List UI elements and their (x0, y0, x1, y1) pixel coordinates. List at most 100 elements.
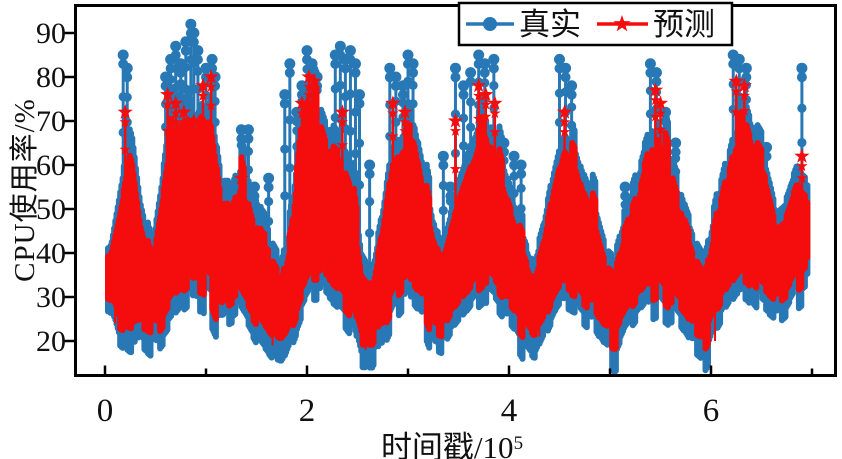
actual-circle-marker (350, 67, 361, 78)
x-tick-label: 2 (299, 393, 316, 429)
actual-circle-marker (207, 63, 218, 74)
x-tick-label: 4 (501, 393, 518, 429)
actual-circle-marker (236, 140, 246, 150)
predicted-star-marker (654, 123, 667, 135)
actual-circle-marker (284, 58, 296, 70)
actual-circle-marker (170, 40, 182, 52)
actual-circle-marker (660, 116, 671, 127)
tick-labels: 20 30 40 50 60 70 80 90 0 2 4 6 (36, 17, 719, 429)
actual-circle-marker (450, 72, 461, 83)
actual-circle-marker (180, 36, 192, 48)
plot-frame (74, 4, 837, 377)
predicted-star-marker (738, 104, 750, 116)
actual-circle-marker (301, 45, 313, 57)
actual-circle-marker (566, 89, 577, 100)
actual-circle-marker (334, 40, 346, 52)
predicted-star-marker (336, 116, 349, 128)
predicted-star-marker (471, 77, 487, 93)
actual-circle-marker (365, 228, 375, 238)
actual-circle-marker (438, 205, 448, 216)
series-actual-layer (105, 18, 811, 376)
predicted-star-marker (449, 163, 462, 174)
actual-circle-marker (122, 92, 132, 102)
actual-circle-marker (402, 49, 414, 61)
legend-box (457, 1, 734, 47)
actual-circle-marker (349, 58, 361, 70)
actual-circle-marker (479, 67, 490, 78)
actual-circle-marker (458, 113, 469, 123)
actual-circle-marker (651, 76, 662, 87)
actual-circle-marker (285, 163, 295, 173)
actual-circle-marker (210, 96, 220, 106)
y-tick-label: 40 (36, 237, 66, 270)
actual-circle-marker (408, 99, 418, 109)
actual-circle-marker (192, 45, 204, 57)
axis-ticks (64, 31, 814, 376)
predicted-star-marker (188, 125, 200, 136)
legend-actual-label: 真实 (519, 7, 581, 42)
legend-predicted-label: 预测 (653, 7, 715, 42)
predicted-star-marker (489, 126, 501, 137)
actual-circle-marker (466, 122, 476, 132)
predicted-star-marker (736, 77, 752, 93)
predicted-star-marker (334, 104, 350, 119)
actual-circle-marker (516, 203, 526, 214)
predicted-star-marker (730, 106, 742, 118)
actual-circle-marker (170, 50, 181, 61)
predicted-star-marker (170, 116, 182, 127)
actual-circle-marker (408, 67, 419, 78)
actual-circle-marker (479, 58, 491, 70)
actual-circle-marker (264, 196, 274, 207)
predicted-star-marker (794, 148, 810, 163)
legend-predicted-star-icon (613, 15, 631, 32)
predicted-star-marker (399, 116, 411, 128)
legend-actual-circle-icon (483, 17, 497, 31)
predicted-star-marker (558, 126, 571, 137)
y-tick-label: 80 (36, 61, 66, 94)
y-tick-label: 90 (36, 17, 66, 50)
actual-circle-marker (733, 53, 745, 65)
predicted-star-marker (649, 110, 662, 122)
predicted-star-marker (387, 130, 399, 142)
actual-circle-marker (354, 180, 365, 190)
predicted-star-marker (170, 107, 182, 119)
actual-circle-marker (407, 58, 419, 70)
predicted-star-marker (306, 73, 322, 88)
predicted-star-marker (730, 85, 742, 97)
actual-circle-marker (280, 191, 290, 201)
actual-circle-marker (516, 169, 527, 179)
predicted-star-marker (294, 95, 310, 110)
actual-circle-marker (263, 172, 275, 184)
actual-circle-marker (243, 146, 254, 156)
actual-circle-marker (458, 89, 469, 100)
predicted-star-marker (478, 86, 494, 102)
actual-circle-marker (498, 137, 510, 149)
actual-circle-marker (185, 18, 197, 30)
actual-circle-marker (181, 62, 191, 72)
predicted-star-marker (205, 99, 217, 111)
actual-circle-marker (449, 62, 461, 74)
actual-circle-marker (566, 80, 578, 92)
predicted-star-marker (447, 113, 464, 128)
actual-circle-marker (458, 141, 469, 151)
actual-circle-marker (345, 89, 356, 99)
actual-circle-marker (188, 37, 199, 47)
series-predicted-layer (105, 69, 811, 353)
predicted-star-marker (556, 104, 573, 119)
actual-circle-marker (263, 182, 274, 193)
y-tick-label: 20 (36, 325, 66, 358)
actual-circle-marker (438, 160, 449, 171)
actual-circle-marker (567, 102, 577, 112)
actual-circle-marker (354, 138, 365, 148)
actual-circle-marker (473, 49, 485, 61)
predicted-star-marker (117, 104, 133, 119)
actual-circle-marker (796, 72, 807, 83)
actual-circle-marker (384, 62, 396, 74)
predicted-star-marker (473, 112, 485, 124)
actual-circle-marker (671, 153, 681, 163)
actual-circle-marker (437, 150, 449, 162)
actual-circle-marker (354, 98, 365, 109)
predicted-star-marker (186, 113, 202, 128)
predicted-star-marker (178, 116, 190, 128)
